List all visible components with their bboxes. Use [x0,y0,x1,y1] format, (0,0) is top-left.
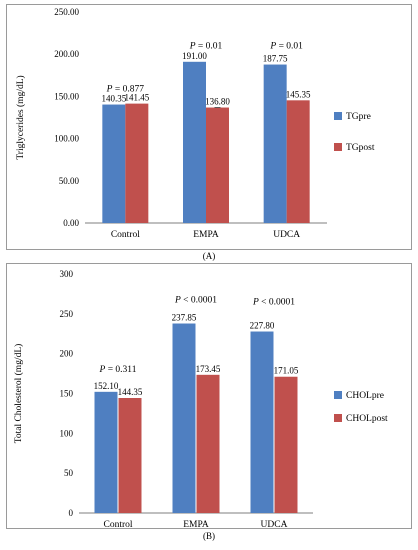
panel-label-a: (A) [202,251,216,261]
bar-value-label: 171.05 [274,366,299,376]
y-axis-label: Total Cholesterol (mg/dL) [13,344,24,444]
bar [263,64,287,223]
y-tick-label: 250 [60,309,74,319]
bar [102,104,126,223]
y-tick-label: 100 [60,428,74,438]
x-tick-label: EMPA [183,520,209,530]
y-tick-label: 0 [69,508,74,518]
legend-swatch [334,391,342,399]
panel-label-b: (B) [203,531,215,541]
legend-swatch [334,143,342,151]
bar-value-label: 227.80 [250,321,275,331]
bar-value-label: 141.45 [124,93,149,103]
bar-value-label: 173.45 [196,364,221,374]
y-tick-label: 200.00 [54,49,79,59]
y-tick-label: 150 [60,389,74,399]
x-tick-label: UDCA [273,230,300,240]
y-axis-label: Triglycerides (mg/dL) [15,75,26,159]
y-tick-label: 200 [60,349,74,359]
p-value-annotation: P = 0.01 [189,41,223,51]
legend-label: TGpost [346,143,375,153]
p-value-annotation: P < 0.0001 [174,296,217,306]
bar-value-label: 187.75 [263,54,288,64]
bar [183,61,206,223]
bar-value-label: 237.85 [172,313,197,323]
p-value-annotation: P < 0.0001 [252,297,295,307]
p-value-annotation: P = 0.877 [106,84,145,94]
x-tick-label: Control [111,230,140,240]
cholesterol-chart: 0 50 100 150 200 250 300 Total Cholesterol (mg/… [13,269,388,530]
legend-label: CHOLpre [346,391,384,401]
bar-value-label: 144.35 [118,387,143,397]
bar [94,391,118,513]
chart-panel-b: 0 50 100 150 200 250 300 Total Cholesterol (mg/… [6,263,412,530]
y-tick-label: 50 [64,468,74,478]
bar [286,100,310,223]
y-tick-label: 150.00 [54,91,79,101]
y-tick-label: 250.00 [54,7,79,17]
bar-value-label: 191.00 [182,51,207,61]
chart-panel-a: 0.00 50.00 100.00 150.00 200.00 250.00 Triglyc… [6,4,412,250]
p-value-annotation: P = 0.311 [99,365,137,375]
x-tick-label: UDCA [261,520,288,530]
x-tick-label: Control [103,520,132,530]
bar [196,374,220,513]
y-tick-label: 300 [60,269,74,279]
bar [172,323,196,513]
bar-value-label: 136.80 [205,97,230,107]
p-value-annotation: P = 0.01 [269,41,303,51]
bar [250,331,274,513]
bar [274,376,298,513]
legend-swatch [334,414,342,422]
y-tick-label: 100.00 [54,134,79,144]
y-tick-label: 50.00 [59,176,80,186]
bar-value-label: 140.35 [101,94,126,104]
legend-label: TGpre [346,112,371,122]
y-tick-label: 0.00 [63,218,79,228]
triglycerides-chart: 0.00 50.00 100.00 150.00 200.00 250.00 Triglyc… [15,7,375,240]
bar-value-label: 145.35 [286,89,311,99]
legend-label: CHOLpost [346,414,388,424]
bar [118,398,142,513]
bar [206,107,229,223]
bar-value-label: 152.10 [94,381,119,391]
legend-swatch [334,112,342,120]
bar [125,103,149,223]
x-tick-label: EMPA [193,230,219,240]
